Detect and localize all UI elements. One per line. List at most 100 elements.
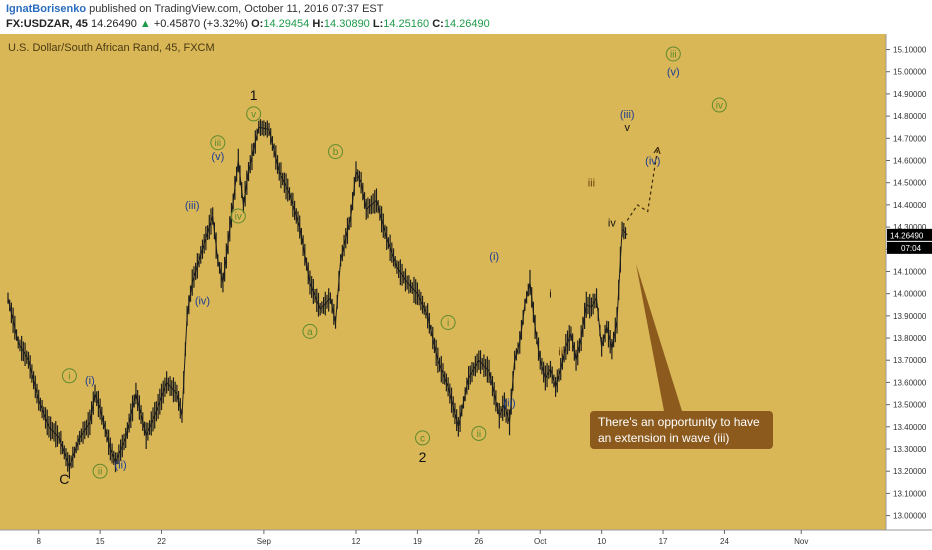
wave-label-circle	[61, 368, 77, 384]
publish-line: IgnatBorisenko published on TradingView.…	[6, 3, 383, 15]
countdown-tag	[887, 241, 932, 254]
wave-label-circle	[665, 46, 681, 62]
wave-label: (i)	[489, 251, 499, 263]
wave-label: (ii)	[114, 460, 126, 472]
wave-label: i	[447, 318, 449, 329]
wave-label: (i)	[85, 375, 95, 387]
last-price: 14.26490	[90, 18, 137, 30]
close-label: C:	[432, 18, 444, 30]
y-tick-label: 13.00000	[893, 512, 927, 521]
wave-label: (v)	[211, 151, 224, 163]
wave-label: i	[68, 371, 70, 382]
wave-label: iii	[670, 49, 677, 60]
callout-line-2: an extension in wave (iii)	[598, 431, 729, 445]
symbol-label: FX:USDZAR, 45	[6, 18, 88, 30]
open-label: O:	[251, 18, 264, 30]
y-tick-label: 13.60000	[893, 378, 927, 387]
y-tick-label: 13.10000	[893, 489, 927, 498]
wave-label: a	[307, 327, 313, 338]
forecast-arrowhead	[653, 146, 661, 155]
y-tick-label: 14.80000	[893, 112, 927, 121]
wave-label-circle	[230, 208, 246, 224]
y-tick-label: 14.10000	[893, 267, 927, 276]
x-tick-label: 15	[96, 537, 105, 546]
price-line	[7, 126, 628, 469]
wave-label-circle	[711, 97, 727, 113]
x-tick-label: Oct	[534, 537, 547, 546]
y-tick-label: 14.50000	[893, 179, 927, 188]
price-chart[interactable]: U.S. Dollar/South African Rand, 45, FXCM…	[0, 34, 932, 550]
published-text: published on TradingView.com, October 11…	[89, 3, 384, 15]
x-tick-label: 10	[597, 537, 606, 546]
low-value: 14.25160	[383, 18, 430, 30]
wave-label: (v)	[667, 67, 680, 79]
wave-label: v	[251, 109, 256, 120]
last-price-tag	[887, 228, 932, 241]
wave-label: c	[420, 433, 425, 444]
wave-label: iv	[716, 101, 723, 112]
wave-label: v	[624, 122, 630, 134]
y-tick-label: 14.60000	[893, 156, 927, 165]
author-link[interactable]: IgnatBorisenko	[6, 3, 87, 15]
x-tick-label: 8	[36, 537, 41, 546]
low-label: L:	[372, 18, 384, 30]
y-tick-label: 13.20000	[893, 467, 927, 476]
chart-title: U.S. Dollar/South African Rand, 45, FXCM	[8, 42, 215, 54]
wave-label: iv	[235, 211, 242, 222]
wave-label: i	[549, 289, 551, 301]
wave-label-circle	[328, 144, 344, 160]
wave-label: b	[333, 147, 339, 158]
wave-label: iii	[214, 138, 221, 149]
wave-label: iv	[608, 218, 616, 230]
wave-label-circle	[92, 463, 108, 479]
wave-label: (ii)	[503, 397, 515, 409]
forecast-path	[626, 147, 659, 221]
last-price-tag-label: 14.26490	[890, 231, 924, 240]
high-value: 14.30890	[323, 18, 370, 30]
wave-label-circle	[210, 135, 226, 151]
time-axis[interactable]	[0, 530, 932, 550]
wave-label-circle	[415, 430, 431, 446]
y-tick-label: 15.10000	[893, 46, 927, 55]
y-tick-label: 15.00000	[893, 68, 927, 77]
x-tick-label: 22	[157, 537, 166, 546]
high-label: H:	[312, 18, 324, 30]
close-value: 14.26490	[443, 18, 490, 30]
y-tick-label: 13.50000	[893, 401, 927, 410]
plot-area[interactable]	[0, 34, 886, 530]
wave-label: (iv)	[645, 155, 660, 167]
y-tick-label: 13.70000	[893, 356, 927, 365]
y-tick-label: 14.70000	[893, 134, 927, 143]
y-tick-label: 13.40000	[893, 423, 927, 432]
wave-label-circle	[246, 106, 262, 122]
wave-label: 1	[250, 87, 258, 103]
y-tick-label: 14.40000	[893, 201, 927, 210]
x-tick-label: 17	[659, 537, 668, 546]
callout-pointer	[636, 264, 682, 411]
countdown-tag-label: 07:04	[901, 244, 922, 253]
wave-label-circle	[471, 425, 487, 441]
callout-line-1: There's an opportunity to have	[598, 415, 760, 429]
price-change: +0.45870 (+3.32%)	[153, 18, 249, 30]
wave-label: ii	[98, 467, 102, 478]
x-tick-label: 24	[720, 537, 729, 546]
wave-label: iii	[588, 178, 595, 190]
y-tick-label: 14.00000	[893, 290, 927, 299]
wave-label: ii	[558, 346, 563, 358]
publish-header: IgnatBorisenko published on TradingView.…	[0, 0, 932, 34]
y-tick-label: 14.30000	[893, 223, 927, 232]
x-tick-label: 19	[413, 537, 422, 546]
y-tick-label: 13.30000	[893, 445, 927, 454]
ohlc-line: FX:USDZAR, 45 14.26490 ▲ +0.45870 (+3.32…	[6, 18, 490, 30]
y-tick-label: 13.80000	[893, 334, 927, 343]
x-tick-label: Nov	[794, 537, 808, 546]
y-tick-label: 13.90000	[893, 312, 927, 321]
wave-label: (iv)	[195, 295, 210, 307]
price-axis[interactable]	[886, 34, 932, 530]
callout-box	[590, 411, 773, 449]
wave-label-circle	[440, 315, 456, 331]
x-tick-label: 26	[474, 537, 483, 546]
wave-label: (iii)	[185, 200, 200, 212]
wave-label: 2	[419, 449, 427, 465]
